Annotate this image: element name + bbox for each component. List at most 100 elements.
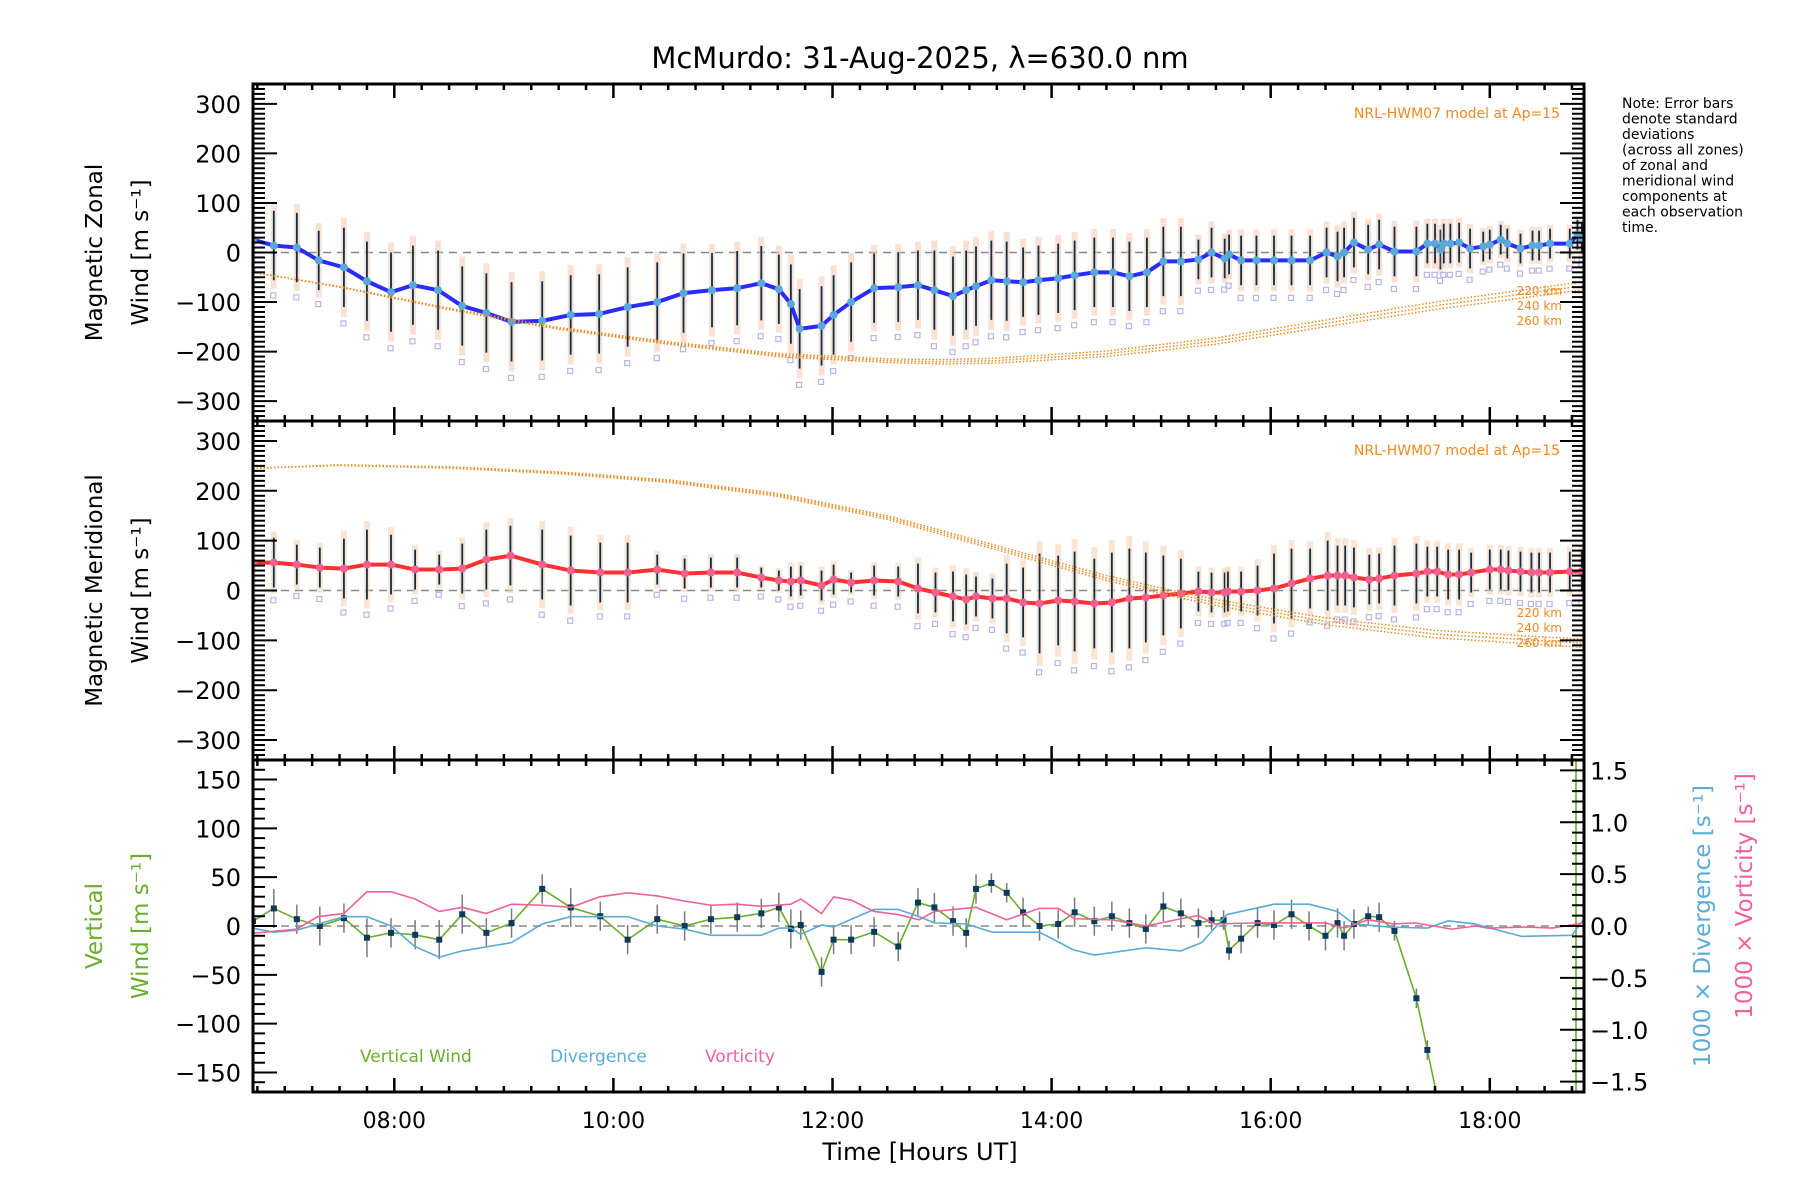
data-point — [1125, 272, 1134, 281]
zone-marker — [1207, 620, 1215, 628]
zone-marker — [1237, 619, 1244, 627]
x-tick-label: 08:00 — [363, 1109, 426, 1134]
data-point — [1194, 587, 1203, 596]
data-point — [1071, 909, 1078, 916]
y-axis-label-line1: Magnetic Zonal — [82, 164, 108, 342]
data-point — [1160, 903, 1167, 910]
zone-marker — [363, 611, 370, 618]
zone-marker — [1364, 283, 1371, 291]
zone-marker — [775, 335, 782, 343]
data-point — [797, 922, 804, 929]
data-point — [1269, 256, 1278, 265]
zone-marker — [797, 602, 804, 609]
data-point — [1455, 238, 1464, 247]
data-point — [1446, 239, 1455, 248]
zone-marker — [733, 594, 740, 601]
data-point — [1436, 245, 1445, 254]
data-point — [482, 555, 491, 564]
zone-marker — [1225, 282, 1232, 289]
data-point — [1207, 248, 1216, 257]
data-point — [870, 284, 879, 293]
zone-marker — [1390, 285, 1398, 293]
zone-marker — [1350, 276, 1357, 284]
zone-marker — [949, 349, 956, 356]
data-point — [1496, 565, 1505, 574]
data-point — [1333, 571, 1342, 580]
zone-marker — [1159, 648, 1166, 655]
altitude-label: 260 km — [1517, 314, 1562, 328]
y-tick-label: 300 — [195, 428, 241, 456]
zone-marker — [972, 624, 979, 632]
zone-marker — [1503, 265, 1510, 272]
data-point — [1527, 568, 1536, 577]
zone-marker — [458, 603, 465, 610]
data-point — [595, 309, 604, 318]
zone-marker — [1333, 290, 1341, 298]
zone-marker — [482, 600, 489, 607]
y2-tick-label: 1.0 — [1590, 809, 1628, 837]
data-point — [913, 281, 922, 290]
plot-area — [253, 202, 1584, 388]
zone-marker — [1466, 276, 1473, 283]
data-point — [1288, 911, 1295, 918]
data-point — [436, 936, 443, 943]
zone-marker — [1252, 294, 1260, 302]
data-point — [681, 923, 688, 929]
data-point — [775, 904, 782, 911]
data-point — [1334, 920, 1341, 927]
zone-marker — [708, 340, 715, 347]
zone-marker — [409, 338, 416, 345]
data-point — [1546, 568, 1555, 577]
zone-marker — [538, 611, 545, 618]
data-point — [734, 914, 741, 921]
data-point — [1349, 573, 1358, 582]
data-point — [1194, 255, 1203, 264]
zone-marker — [506, 596, 514, 603]
vorticity-axis-label: 1000 × Vorticity [s⁻¹] — [1732, 773, 1758, 1019]
data-point — [1054, 274, 1063, 283]
data-point — [1423, 567, 1432, 576]
data-point — [1439, 239, 1448, 248]
altitude-label: 240 km — [1517, 299, 1562, 313]
model-label: NRL-HWM07 model at Ap=15 — [1354, 106, 1560, 122]
zone-marker — [1019, 328, 1026, 336]
data-point — [1070, 271, 1079, 280]
data-point — [408, 281, 417, 290]
data-point — [774, 285, 783, 294]
zone-marker — [1375, 278, 1382, 286]
zone-marker — [757, 333, 764, 340]
zone-marker — [787, 357, 794, 364]
zone-marker — [624, 613, 631, 620]
data-point — [270, 905, 277, 912]
y-tick-label: 0 — [226, 578, 241, 606]
data-point — [733, 568, 742, 577]
note-line: of zonal and — [1622, 158, 1708, 174]
zone-marker — [1504, 598, 1512, 606]
note-line: deviations — [1622, 127, 1694, 143]
data-point — [1208, 917, 1215, 924]
data-point — [1306, 574, 1315, 583]
zone-marker — [340, 609, 347, 616]
zone-marker — [1322, 286, 1330, 294]
y2-tick-label: −1.5 — [1590, 1069, 1648, 1097]
data-point — [1412, 247, 1421, 256]
data-point — [1176, 589, 1185, 598]
data-point — [1238, 935, 1245, 942]
data-point — [829, 575, 838, 584]
data-point — [1528, 241, 1537, 250]
zone-marker — [1071, 322, 1078, 329]
zone-marker — [1467, 600, 1474, 608]
data-point — [508, 920, 515, 927]
data-point — [1485, 240, 1494, 249]
zone-marker — [830, 601, 837, 608]
data-point — [931, 904, 938, 911]
zone-marker — [847, 598, 854, 605]
data-point — [412, 931, 419, 938]
data-point — [894, 577, 903, 586]
legend-vorticity: Vorticity — [705, 1047, 775, 1067]
data-point — [1444, 570, 1453, 579]
data-point — [1090, 268, 1099, 277]
data-point — [733, 284, 742, 293]
